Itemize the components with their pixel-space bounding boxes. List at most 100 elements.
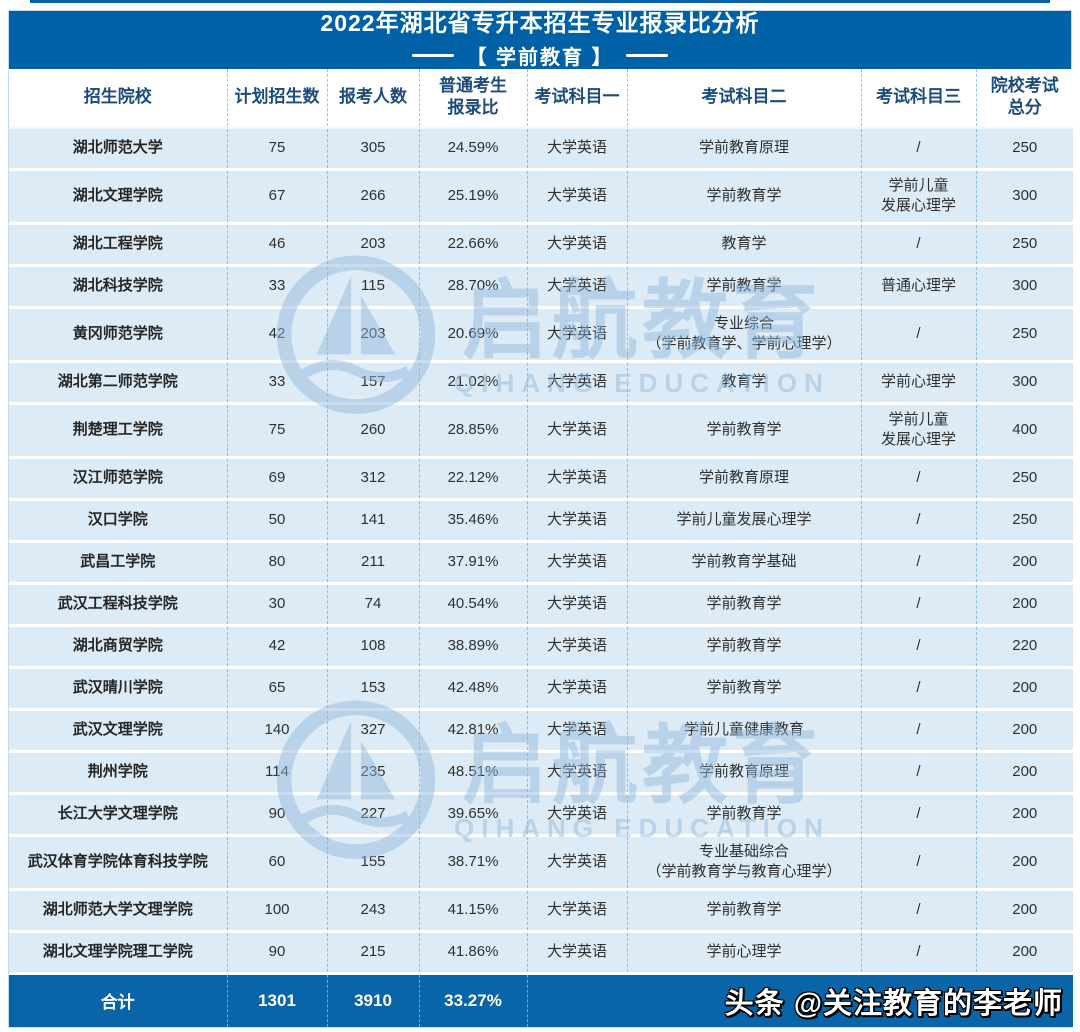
- cell-applicants: 108: [327, 625, 420, 669]
- cell-subject2: 学前教育学: [627, 403, 862, 459]
- table-row: 湖北商贸学院 42 108 38.89% 大学英语 学前教育学/220: [9, 625, 1073, 669]
- cell-total: 200: [976, 835, 1073, 891]
- top-rule-line: [30, 0, 1050, 3]
- header-cell-ratio: 普通考生 报录比: [419, 69, 528, 129]
- cell-school: 湖北师范大学: [9, 127, 228, 171]
- cell-subject2: 学前儿童健康教育: [627, 709, 862, 753]
- cell-applicants: 227: [327, 793, 420, 837]
- cell-ratio: 41.86%: [419, 931, 528, 975]
- cell-subject2: 学前儿童发展心理学: [627, 499, 862, 543]
- cell-subject1: 大学英语: [527, 499, 628, 543]
- table-row: 长江大学文理学院 90 227 39.65% 大学英语 学前教育学/200: [9, 793, 1073, 837]
- toutiao-watermark-badge: 头条 @关注教育的李老师: [724, 987, 1063, 1020]
- table-row: 湖北文理学院 67 266 25.19% 大学英语 学前教育学 学前儿童 发展心理学 300: [9, 169, 1073, 225]
- table-header: 招生院校 计划招生数 报考人数 普通考生 报录比 考试科目一 考试科目二 考试科…: [9, 69, 1073, 129]
- cell-plan: 75: [227, 127, 328, 171]
- cell-ratio: 39.65%: [419, 793, 528, 837]
- cell-subject2: 专业基础综合 （学前教育学与教育心理学）: [627, 835, 862, 891]
- header-cell-plan: 计划招生数: [227, 69, 328, 129]
- table-row: 湖北科技学院 33 115 28.70% 大学英语 学前教育学 普通心理学 300: [9, 265, 1073, 309]
- table-row: 武昌工学院 80 211 37.91% 大学英语 学前教育学基础/200: [9, 541, 1073, 585]
- cell-plan: 50: [227, 499, 328, 543]
- table-body: 湖北师范大学 75 305 24.59% 大学英语 学前教育原理/250 湖北文理学院 67 2…: [9, 127, 1073, 975]
- cell-subject2: 教育学: [627, 361, 862, 405]
- cell-subject2: 学前教育学: [627, 625, 862, 669]
- table-row: 黄冈师范学院 42 203 20.69% 大学英语 专业综合 （学前教育学、学前心理学） /…: [9, 307, 1073, 363]
- cell-subject2: 专业综合 （学前教育学、学前心理学）: [627, 307, 862, 363]
- cell-school: 黄冈师范学院: [9, 307, 228, 363]
- cell-total: 200: [976, 709, 1073, 753]
- table-row: 荆州学院 114 235 48.51% 大学英语 学前教育原理/200: [9, 751, 1073, 795]
- cell-plan: 42: [227, 307, 328, 363]
- cell-subject3: /: [861, 541, 977, 585]
- cell-subject1: 大学英语: [527, 931, 628, 975]
- cell-school: 武汉体育学院体育科技学院: [9, 835, 228, 891]
- cell-subject3: 学前儿童 发展心理学: [861, 403, 977, 459]
- cell-total: 200: [976, 793, 1073, 837]
- cell-subject2: 学前教育原理: [627, 457, 862, 501]
- cell-applicants: 305: [327, 127, 420, 171]
- cell-ratio: 22.12%: [419, 457, 528, 501]
- cell-applicants: 312: [327, 457, 420, 501]
- cell-school: 湖北文理学院: [9, 169, 228, 225]
- cell-school: 湖北文理学院理工学院: [9, 931, 228, 975]
- cell-subject2: 学前教育学: [627, 169, 862, 225]
- table-row: 武汉工程科技学院 30 74 40.54% 大学英语 学前教育学/200: [9, 583, 1073, 627]
- cell-subject2: 学前教育学: [627, 793, 862, 837]
- cell-total: 300: [976, 265, 1073, 309]
- cell-subject3: /: [861, 931, 977, 975]
- cell-subject3: /: [861, 625, 977, 669]
- table-row: 湖北师范大学 75 305 24.59% 大学英语 学前教育原理/250: [9, 127, 1073, 171]
- cell-school: 武汉工程科技学院: [9, 583, 228, 627]
- cell-ratio: 25.19%: [419, 169, 528, 225]
- cell-plan: 140: [227, 709, 328, 753]
- cell-subject1: 大学英语: [527, 793, 628, 837]
- cell-applicants: 155: [327, 835, 420, 891]
- table-row: 武汉体育学院体育科技学院 60 155 38.71% 大学英语 专业基础综合 （学前教育学…: [9, 835, 1073, 891]
- cell-subject3: /: [861, 889, 977, 933]
- cell-subject3: /: [861, 667, 977, 711]
- cell-school: 荆楚理工学院: [9, 403, 228, 459]
- cell-school: 湖北第二师范学院: [9, 361, 228, 405]
- subtitle-dash-left: [412, 53, 455, 57]
- cell-applicants: 115: [327, 265, 420, 309]
- cell-plan: 90: [227, 793, 328, 837]
- cell-plan: 100: [227, 889, 328, 933]
- cell-subject3: /: [861, 835, 977, 891]
- cell-subject1: 大学英语: [527, 751, 628, 795]
- cell-plan: 46: [227, 223, 328, 267]
- table-row: 湖北师范大学文理学院 100 243 41.15% 大学英语 学前教育学/200: [9, 889, 1073, 933]
- table-row: 武汉文理学院 140 327 42.81% 大学英语 学前儿童健康教育/200: [9, 709, 1073, 753]
- cell-subject1: 大学英语: [527, 223, 628, 267]
- cell-subject2: 学前教育原理: [627, 127, 862, 171]
- table-footer: 合计 1301 3910 33.27% 头条 @关注教育的李老师: [9, 973, 1073, 1027]
- cell-plan: 114: [227, 751, 328, 795]
- cell-plan: 90: [227, 931, 328, 975]
- cell-applicants: 243: [327, 889, 420, 933]
- cell-total: 250: [976, 223, 1073, 267]
- cell-total: 250: [976, 307, 1073, 363]
- cell-total: 200: [976, 541, 1073, 585]
- cell-subject3: /: [861, 307, 977, 363]
- cell-plan: 67: [227, 169, 328, 225]
- cell-subject3: 学前心理学: [861, 361, 977, 405]
- cell-total: 200: [976, 583, 1073, 627]
- cell-total: 200: [976, 889, 1073, 933]
- cell-applicants: 211: [327, 541, 420, 585]
- cell-subject2: 教育学: [627, 223, 862, 267]
- subtitle-text: 【 学前教育 】: [466, 46, 614, 69]
- header-cell-subject3: 考试科目三: [861, 69, 977, 129]
- cell-subject1: 大学英语: [527, 403, 628, 459]
- cell-applicants: 203: [327, 223, 420, 267]
- cell-ratio: 24.59%: [419, 127, 528, 171]
- cell-plan: 80: [227, 541, 328, 585]
- cell-subject2: 学前教育学: [627, 265, 862, 309]
- cell-applicants: 157: [327, 361, 420, 405]
- footer-row: 合计 1301 3910 33.27% 头条 @关注教育的李老师: [9, 973, 1073, 1027]
- header-cell-applicants: 报考人数: [327, 69, 420, 129]
- cell-applicants: 235: [327, 751, 420, 795]
- cell-school: 汉口学院: [9, 499, 228, 543]
- cell-subject1: 大学英语: [527, 583, 628, 627]
- cell-total: 250: [976, 499, 1073, 543]
- cell-applicants: 141: [327, 499, 420, 543]
